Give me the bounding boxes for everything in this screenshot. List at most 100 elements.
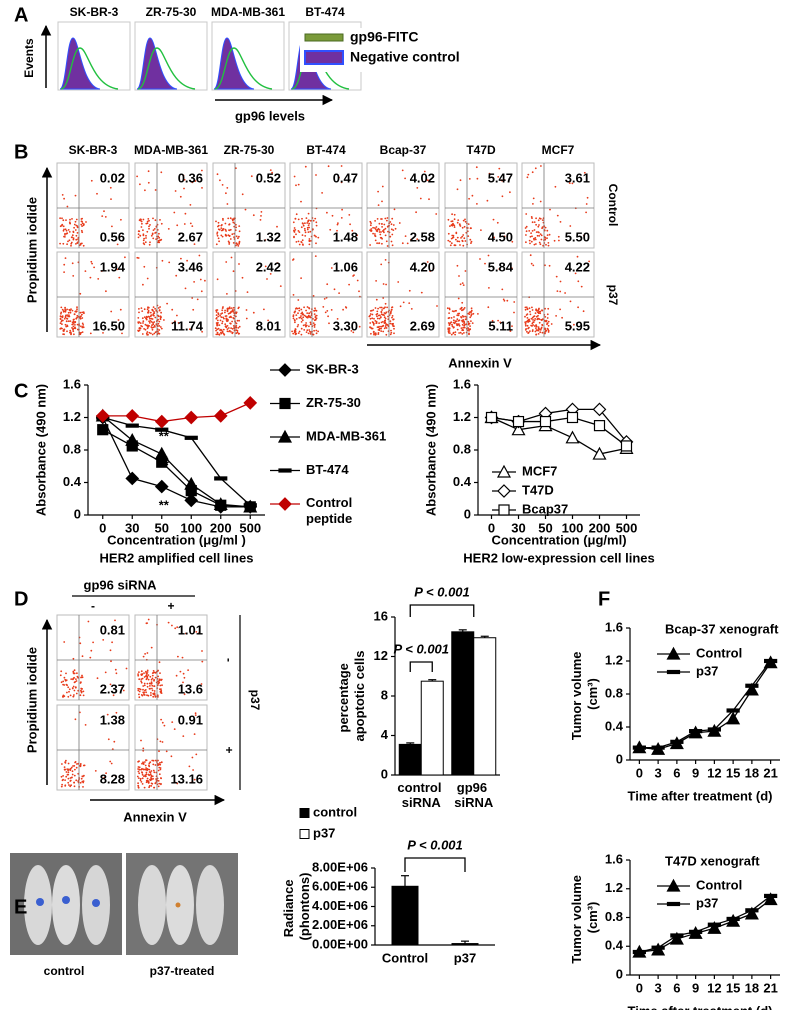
event-dot bbox=[535, 325, 538, 327]
event-dot bbox=[184, 212, 187, 215]
event-dot bbox=[279, 285, 282, 287]
event-dot bbox=[499, 321, 502, 324]
dot-plot-frame bbox=[212, 162, 286, 249]
event-dot bbox=[148, 768, 151, 771]
event-dot bbox=[491, 319, 494, 322]
event-dot bbox=[70, 244, 72, 247]
event-dot bbox=[146, 694, 148, 697]
event-dot bbox=[470, 307, 473, 310]
event-dot bbox=[230, 331, 232, 333]
quadrant-value: 0.02 bbox=[100, 170, 125, 185]
event-dot bbox=[246, 291, 249, 293]
event-dot bbox=[152, 670, 155, 672]
event-dot bbox=[151, 318, 154, 320]
event-dot bbox=[586, 196, 589, 199]
event-dot bbox=[544, 238, 547, 241]
data-point bbox=[125, 471, 140, 486]
event-dot bbox=[488, 172, 491, 175]
event-dot bbox=[221, 322, 224, 325]
event-dot bbox=[426, 179, 429, 182]
event-dot bbox=[588, 260, 590, 263]
event-dot bbox=[142, 685, 145, 687]
event-dot bbox=[456, 318, 459, 321]
event-dot bbox=[105, 772, 107, 775]
event-dot bbox=[530, 317, 533, 320]
event-dot bbox=[559, 308, 561, 311]
event-dot bbox=[201, 650, 203, 652]
event-dot bbox=[147, 218, 150, 220]
event-dot bbox=[142, 218, 145, 221]
event-dot bbox=[374, 332, 377, 334]
event-dot bbox=[233, 236, 235, 239]
event-dot bbox=[509, 330, 512, 332]
event-dot bbox=[372, 324, 375, 326]
event-dot bbox=[226, 330, 229, 333]
event-dot bbox=[306, 329, 309, 332]
event-dot bbox=[217, 221, 220, 224]
event-dot bbox=[390, 331, 393, 334]
row-label: p37 bbox=[606, 285, 620, 306]
event-dot bbox=[382, 313, 385, 316]
event-dot bbox=[151, 333, 154, 336]
event-dot bbox=[61, 217, 63, 220]
event-dot bbox=[146, 676, 149, 678]
event-dot bbox=[530, 240, 533, 243]
event-dot bbox=[368, 315, 371, 318]
event-dot bbox=[293, 230, 296, 233]
event-dot bbox=[142, 768, 145, 771]
data-point bbox=[592, 402, 607, 417]
legend-swatch bbox=[304, 33, 344, 42]
event-dot bbox=[390, 228, 393, 231]
event-dot bbox=[137, 784, 140, 787]
event-dot bbox=[540, 165, 542, 167]
event-dot bbox=[541, 309, 544, 312]
event-dot bbox=[493, 236, 495, 239]
event-dot bbox=[79, 316, 81, 319]
event-dot bbox=[84, 270, 87, 272]
event-dot bbox=[297, 312, 299, 315]
event-dot bbox=[144, 764, 147, 767]
event-dot bbox=[146, 230, 149, 233]
event-dot bbox=[222, 217, 224, 220]
event-dot bbox=[153, 685, 156, 687]
event-dot bbox=[152, 777, 155, 780]
event-dot bbox=[146, 685, 149, 688]
event-dot bbox=[480, 229, 482, 232]
event-dot bbox=[216, 234, 219, 237]
y-tick-label: 0.8 bbox=[453, 441, 471, 456]
event-dot bbox=[535, 308, 537, 311]
event-dot bbox=[125, 667, 128, 670]
event-dot bbox=[376, 317, 379, 320]
event-dot bbox=[193, 243, 196, 246]
event-dot bbox=[305, 325, 307, 328]
event-dot bbox=[147, 309, 150, 312]
x-tick-label: control siRNA bbox=[397, 780, 445, 810]
x-tick-label: 3 bbox=[655, 980, 662, 995]
event-dot bbox=[157, 675, 160, 678]
event-dot bbox=[70, 678, 73, 680]
event-dot bbox=[216, 233, 219, 235]
event-dot bbox=[374, 235, 377, 238]
event-dot bbox=[373, 332, 375, 335]
event-dot bbox=[308, 329, 311, 331]
event-dot bbox=[215, 333, 218, 336]
event-dot bbox=[115, 711, 118, 714]
event-dot bbox=[145, 759, 147, 762]
event-dot bbox=[513, 311, 515, 314]
chart-subtitle: HER2 amplified cell lines bbox=[100, 550, 254, 565]
event-dot bbox=[378, 229, 381, 231]
quadrant-value: 0.56 bbox=[100, 229, 125, 244]
y-tick-label: 1.2 bbox=[605, 652, 623, 667]
event-dot bbox=[82, 764, 85, 767]
event-dot bbox=[148, 225, 150, 228]
event-dot bbox=[380, 310, 383, 313]
event-dot bbox=[72, 325, 75, 328]
event-dot bbox=[269, 169, 272, 172]
event-dot bbox=[159, 740, 162, 743]
event-dot bbox=[222, 328, 225, 331]
event-dot bbox=[80, 223, 83, 226]
event-dot bbox=[149, 761, 152, 764]
event-dot bbox=[153, 786, 155, 789]
event-dot bbox=[547, 320, 550, 323]
event-dot bbox=[380, 263, 383, 266]
